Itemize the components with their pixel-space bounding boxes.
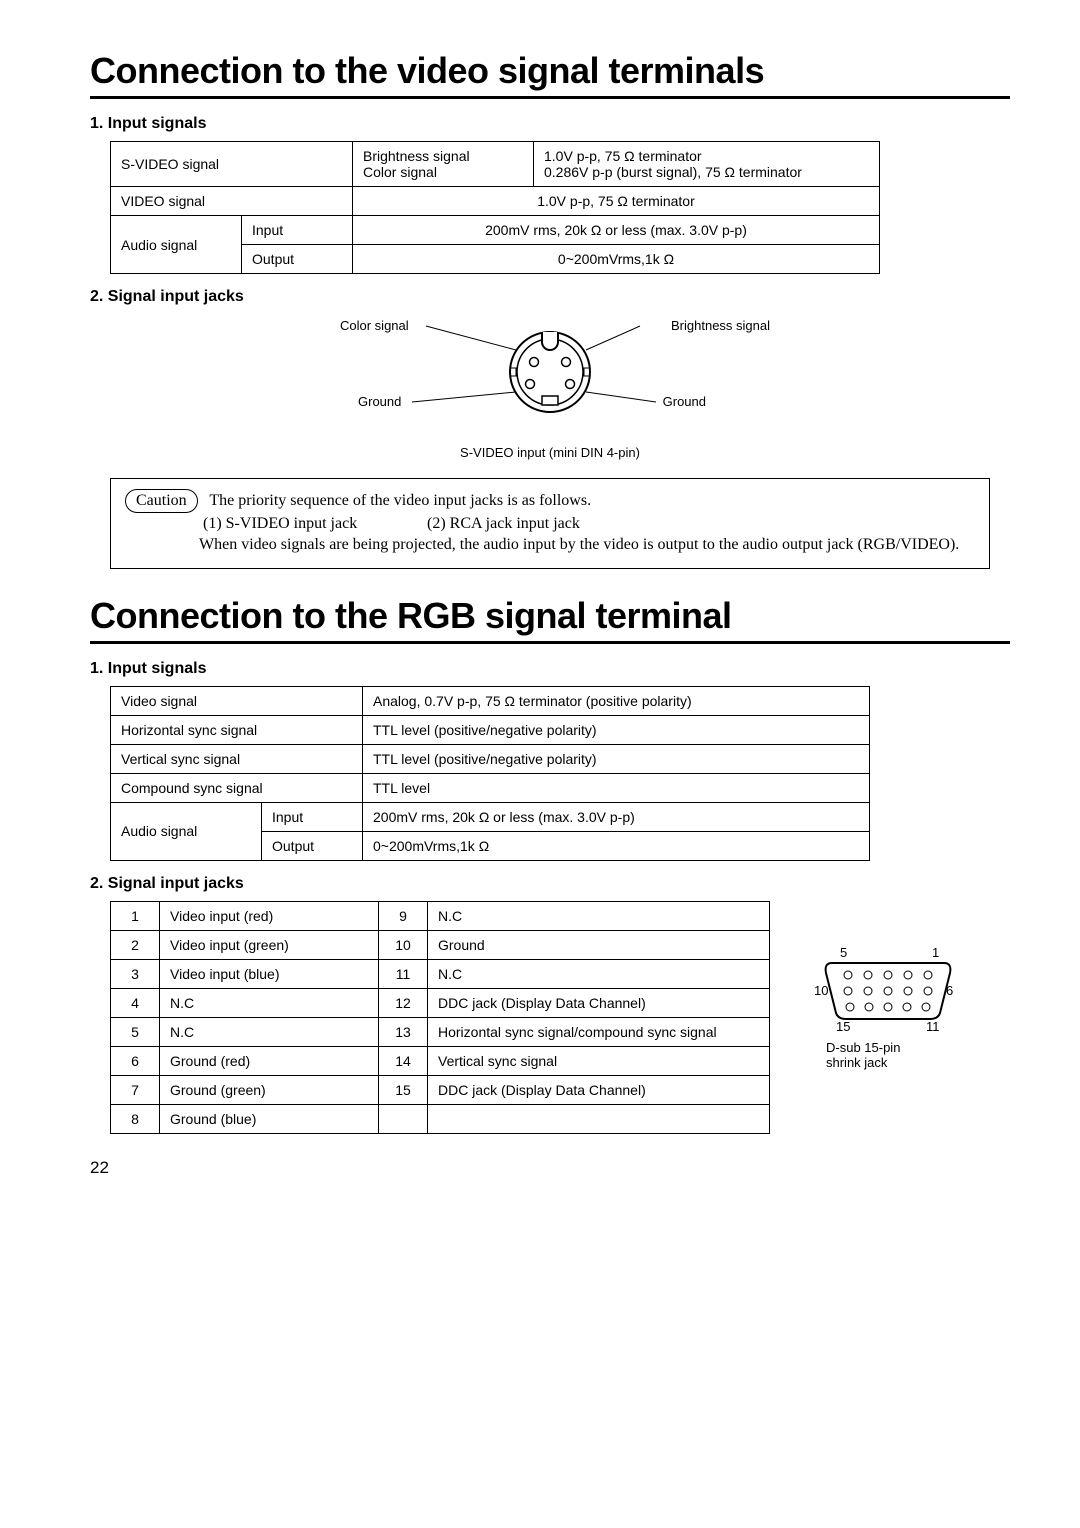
dsub-n11: 11 xyxy=(926,1019,940,1034)
p5: N.C xyxy=(160,1017,379,1046)
sec-1: 1. Input signals xyxy=(90,115,1010,133)
table-input-signals-1: S-VIDEO signal Brightness signal Color s… xyxy=(110,141,880,274)
caution-l1: The priority sequence of the video input… xyxy=(209,492,591,509)
t1-r1c3: Brightness signal Color signal xyxy=(353,142,534,187)
t2r4b: TTL level xyxy=(363,773,870,802)
t2r6c: 0~200mVrms,1k Ω xyxy=(363,831,870,860)
dsub-n15: 15 xyxy=(836,1019,850,1034)
p15n: 15 xyxy=(379,1075,428,1104)
p2: Video input (green) xyxy=(160,930,379,959)
p7n: 7 xyxy=(111,1075,160,1104)
caution-label: Caution xyxy=(125,489,198,513)
p13n: 13 xyxy=(379,1017,428,1046)
table-pins: 1Video input (red)9N.C 2Video input (gre… xyxy=(110,901,770,1134)
p11: N.C xyxy=(428,959,770,988)
p5n: 5 xyxy=(111,1017,160,1046)
t1-r3c2: Input xyxy=(242,216,353,245)
p-empty-d xyxy=(428,1104,770,1133)
sec-2: 2. Signal input jacks xyxy=(90,288,1010,306)
t2r1a: Video signal xyxy=(111,686,363,715)
p4n: 4 xyxy=(111,988,160,1017)
t2r5b: Input xyxy=(262,802,363,831)
p4: N.C xyxy=(160,988,379,1017)
p2n: 2 xyxy=(111,930,160,959)
dsub-diagram: 5 1 10 6 15 11 D-sub 15-pin shrink jack xyxy=(800,945,970,1070)
svideo-icon xyxy=(340,314,760,434)
t1-r2c4: 1.0V p-p, 75 Ω terminator xyxy=(353,187,880,216)
title-2: Connection to the RGB signal terminal xyxy=(90,595,1010,637)
t2r5c: 200mV rms, 20k Ω or less (max. 3.0V p-p) xyxy=(363,802,870,831)
p9n: 9 xyxy=(379,901,428,930)
t2r3a: Vertical sync signal xyxy=(111,744,363,773)
title-rule-1 xyxy=(90,96,1010,99)
t1-r1c4: 1.0V p-p, 75 Ω terminator 0.286V p-p (bu… xyxy=(534,142,880,187)
t2r1b: Analog, 0.7V p-p, 75 Ω terminator (posit… xyxy=(363,686,870,715)
t1-r1c4a: 1.0V p-p, 75 Ω terminator xyxy=(544,148,702,164)
p6: Ground (red) xyxy=(160,1046,379,1075)
t2r5a: Audio signal xyxy=(111,802,262,860)
t1-r3c1: Audio signal xyxy=(111,216,242,274)
p15: DDC jack (Display Data Channel) xyxy=(428,1075,770,1104)
dsub-caption: D-sub 15-pin shrink jack xyxy=(826,1040,970,1070)
table-input-signals-2: Video signalAnalog, 0.7V p-p, 75 Ω termi… xyxy=(110,686,870,861)
t2r6b: Output xyxy=(262,831,363,860)
t2r2b: TTL level (positive/negative polarity) xyxy=(363,715,870,744)
p12n: 12 xyxy=(379,988,428,1017)
p14: Vertical sync signal xyxy=(428,1046,770,1075)
title-1: Connection to the video signal terminals xyxy=(90,50,1010,92)
svideo-diagram: Color signal Brightness signal Ground Gr… xyxy=(90,314,1010,460)
dsub-n1: 1 xyxy=(932,945,939,960)
p9: N.C xyxy=(428,901,770,930)
sec-3: 1. Input signals xyxy=(90,660,1010,678)
sec-4: 2. Signal input jacks xyxy=(90,875,1010,893)
caution-l2b: (2) RCA jack input jack xyxy=(427,515,580,532)
p-empty-n xyxy=(379,1104,428,1133)
p10: Ground xyxy=(428,930,770,959)
t2r2a: Horizontal sync signal xyxy=(111,715,363,744)
t2r4a: Compound sync signal xyxy=(111,773,363,802)
caution-l2a: (1) S-VIDEO input jack xyxy=(203,513,423,535)
dsub-icon: 5 1 10 6 15 11 xyxy=(800,945,970,1035)
p1n: 1 xyxy=(111,901,160,930)
p1: Video input (red) xyxy=(160,901,379,930)
t1-r1c3b: Color signal xyxy=(363,164,437,180)
dsub-n10: 10 xyxy=(814,983,828,998)
dsub-n5: 5 xyxy=(840,945,847,960)
t1-r1c3a: Brightness signal xyxy=(363,148,470,164)
p3: Video input (blue) xyxy=(160,959,379,988)
title-rule-2 xyxy=(90,641,1010,644)
p10n: 10 xyxy=(379,930,428,959)
p6n: 6 xyxy=(111,1046,160,1075)
t2r3b: TTL level (positive/negative polarity) xyxy=(363,744,870,773)
p8: Ground (blue) xyxy=(160,1104,379,1133)
t1-r4c4: 0~200mVrms,1k Ω xyxy=(353,245,880,274)
caution-box: Caution The priority sequence of the vid… xyxy=(110,478,990,569)
svideo-caption: S-VIDEO input (mini DIN 4-pin) xyxy=(90,445,1010,460)
p8n: 8 xyxy=(111,1104,160,1133)
p13: Horizontal sync signal/compound sync sig… xyxy=(428,1017,770,1046)
p3n: 3 xyxy=(111,959,160,988)
p14n: 14 xyxy=(379,1046,428,1075)
t1-r4c2: Output xyxy=(242,245,353,274)
t1-r2c1: VIDEO signal xyxy=(111,187,353,216)
caution-l3: When video signals are being projected, … xyxy=(199,536,959,553)
t1-r1c1: S-VIDEO signal xyxy=(111,142,353,187)
p7: Ground (green) xyxy=(160,1075,379,1104)
page-number: 22 xyxy=(90,1158,1010,1178)
p12: DDC jack (Display Data Channel) xyxy=(428,988,770,1017)
p11n: 11 xyxy=(379,959,428,988)
t1-r1c4b: 0.286V p-p (burst signal), 75 Ω terminat… xyxy=(544,164,802,180)
t1-r3c4: 200mV rms, 20k Ω or less (max. 3.0V p-p) xyxy=(353,216,880,245)
